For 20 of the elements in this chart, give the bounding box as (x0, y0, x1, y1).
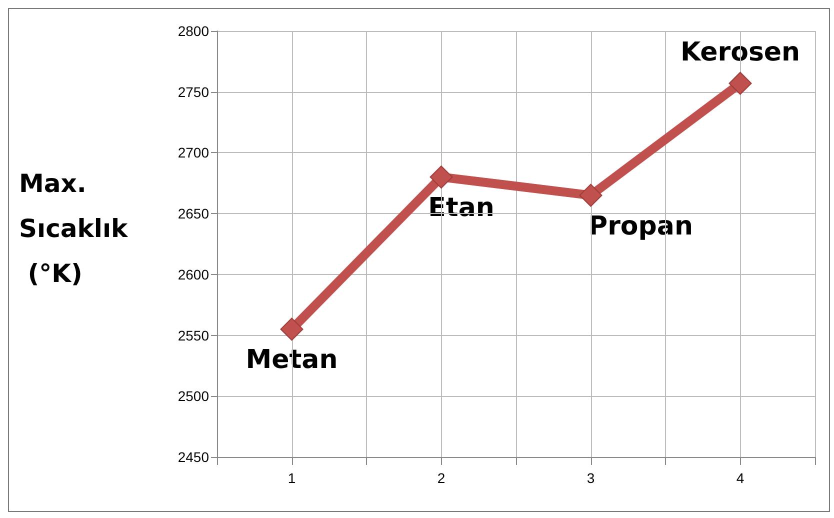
annotation: Kerosen (680, 37, 800, 68)
point (280, 318, 304, 341)
y-tick-label: 2550 (178, 327, 210, 344)
point (728, 72, 752, 95)
y-tick-label: 2600 (178, 266, 210, 282)
annotation: Metan (246, 345, 338, 376)
x-tick-label: 4 (736, 470, 744, 486)
x-tick-label: 2 (437, 470, 446, 486)
y-tick-label: 2700 (178, 144, 210, 161)
point (430, 166, 453, 189)
y-tick-label: 2450 (178, 449, 210, 465)
annotation: Propan (588, 211, 693, 242)
y-axis-title: Max. Sıcaklık (°K) (19, 169, 130, 288)
y-tick-label: 2650 (178, 206, 210, 222)
x-tick-label: 1 (288, 470, 296, 486)
x-tick-label: 3 (586, 470, 595, 486)
y-tick-label: 2500 (178, 388, 210, 404)
y-tick-label: 2800 (178, 23, 210, 39)
point (579, 184, 602, 207)
y-tick-label: 2750 (178, 84, 210, 100)
